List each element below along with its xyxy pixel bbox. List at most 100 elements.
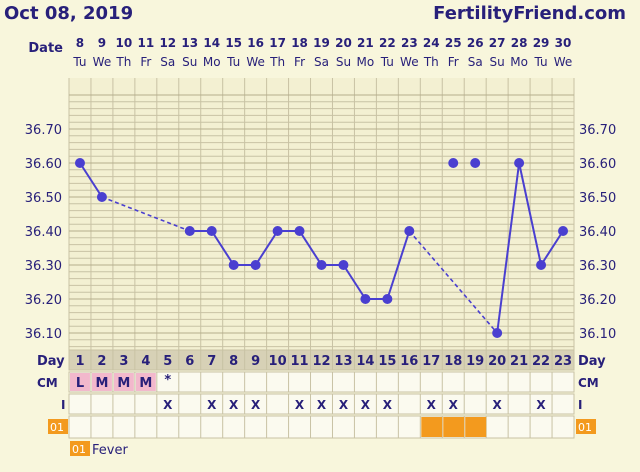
intercourse-mark: X	[207, 398, 217, 412]
cycle-day-label: 16	[400, 354, 418, 369]
date-label: 24	[423, 36, 440, 50]
cycle-day-label: 21	[510, 354, 528, 369]
date-label: 25	[445, 36, 462, 50]
cm-value: *	[164, 373, 171, 388]
temperature-line-segment	[496, 162, 521, 334]
temperature-point	[360, 294, 371, 304]
fever-tag-right-box	[576, 419, 596, 434]
temperature-point	[338, 260, 349, 270]
cycle-day-label: 4	[141, 354, 150, 369]
date-label: 21	[357, 36, 374, 50]
cycle-day-label: 6	[185, 354, 194, 369]
y-tick-label-right: 36.30	[579, 259, 616, 274]
weekday-label: We	[246, 55, 265, 69]
weekday-label: Su	[182, 55, 197, 69]
intercourse-mark: X	[493, 398, 503, 412]
date-label: 26	[467, 36, 484, 50]
intercourse-mark: X	[163, 398, 173, 412]
date-label: 22	[379, 36, 396, 50]
cycle-day-label: 19	[466, 354, 484, 369]
legend-fever-box	[70, 441, 90, 456]
fever-tag-left: 01	[50, 421, 64, 434]
date-label: 11	[137, 36, 154, 50]
weekday-label: Tu	[380, 55, 394, 69]
intercourse-mark: X	[427, 398, 437, 412]
temperature-point	[492, 328, 503, 338]
cycle-day-label: 3	[119, 354, 128, 369]
weekday-label: Mo	[357, 55, 375, 69]
plot-background	[69, 78, 574, 350]
intercourse-mark: X	[361, 398, 371, 412]
cm-row-label-right: CM	[578, 376, 599, 390]
date-label: 29	[533, 36, 550, 50]
intercourse-mark: X	[536, 398, 546, 412]
intercourse-mark: X	[339, 398, 349, 412]
temperature-line-segment	[298, 230, 323, 266]
cycle-day-label: 7	[207, 354, 216, 369]
temperature-point	[96, 192, 107, 202]
weekday-label: Sa	[468, 55, 483, 69]
weekday-label: Su	[490, 55, 505, 69]
cycle-day-label: 12	[312, 354, 330, 369]
day-row-label-left: Day	[37, 354, 65, 369]
weekday-label: Sa	[314, 55, 329, 69]
y-tick-label-right: 36.10	[579, 327, 616, 342]
temperature-line-segment	[254, 230, 279, 266]
temperature-line-segment	[540, 230, 564, 266]
fever-cell	[443, 417, 465, 437]
cm-value: M	[117, 376, 130, 391]
cycle-day-label: 14	[356, 354, 374, 369]
weekday-label: Fr	[448, 55, 459, 69]
weekday-label: Tu	[534, 55, 548, 69]
temperature-gap-segment	[101, 196, 191, 232]
weekday-label: Sa	[160, 55, 175, 69]
y-tick-label-left: 36.10	[25, 327, 62, 342]
cycle-day-label: 2	[97, 354, 106, 369]
date-label: 17	[269, 36, 286, 50]
cycle-day-label: 15	[378, 354, 396, 369]
date-label: 8	[76, 36, 84, 50]
temperature-point	[206, 226, 217, 236]
intercourse-mark: X	[317, 398, 327, 412]
weekday-label: Fr	[294, 55, 305, 69]
cycle-day-label: 8	[229, 354, 238, 369]
date-label: 15	[225, 36, 242, 50]
temperature-point	[294, 226, 305, 236]
temperature-point	[228, 260, 239, 270]
temperature-point	[514, 158, 525, 168]
weekday-label: Tu	[226, 55, 240, 69]
temperature-line-segment	[210, 230, 235, 266]
date-label: 27	[489, 36, 506, 50]
cm-cell-fill	[135, 373, 156, 391]
cm-row-label-left: CM	[37, 376, 58, 390]
weekday-label: We	[554, 55, 573, 69]
date-label: 19	[313, 36, 330, 50]
temperature-point	[272, 226, 283, 236]
cm-cell-fill	[70, 373, 90, 391]
intercourse-mark: X	[295, 398, 305, 412]
cm-value: M	[95, 376, 108, 391]
y-tick-label-right: 36.60	[579, 157, 616, 172]
date-label: 30	[555, 36, 572, 50]
temperature-point	[382, 294, 393, 304]
weekday-label: Su	[336, 55, 351, 69]
cycle-day-label: 22	[532, 354, 550, 369]
table-row-background	[68, 415, 575, 439]
intercourse-mark: X	[449, 398, 459, 412]
date-row-label: Date	[28, 41, 63, 56]
cm-cell-fill	[113, 373, 134, 391]
chart-date-title: Oct 08, 2019	[4, 3, 133, 24]
temperature-line-segment	[386, 230, 411, 300]
cycle-day-label: 11	[290, 354, 308, 369]
cycle-day-label: 10	[269, 354, 287, 369]
temperature-line-segment	[342, 264, 367, 300]
cycle-day-label: 17	[422, 354, 440, 369]
temperature-point	[448, 158, 459, 168]
y-tick-label-right: 36.40	[579, 225, 616, 240]
weekday-label: Mo	[203, 55, 221, 69]
weekday-label: Mo	[510, 55, 528, 69]
y-tick-label-right: 36.50	[579, 191, 616, 206]
temperature-point	[184, 226, 195, 236]
intercourse-mark: X	[229, 398, 239, 412]
